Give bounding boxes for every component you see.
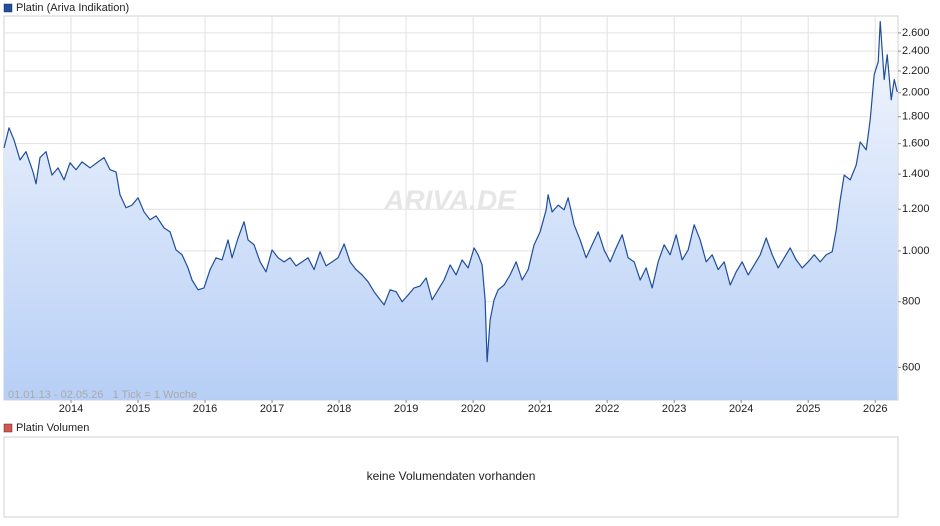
watermark: ARIVA.DE <box>383 184 517 215</box>
x-tick-label: 2018 <box>327 403 351 415</box>
y-tick-label: 2.400 <box>902 45 930 57</box>
y-tick-label: 2.000 <box>902 87 930 99</box>
footnote: 01.01.13 - 02.05.26 1 Tick = 1 Woche <box>8 389 197 401</box>
x-tick-label: 2016 <box>193 403 217 415</box>
volume-legend-label: Platin Volumen <box>16 422 89 434</box>
x-tick-label: 2020 <box>461 403 485 415</box>
x-tick-label: 2021 <box>528 403 552 415</box>
volume-panel <box>3 436 899 518</box>
x-tick-label: 2023 <box>662 403 686 415</box>
y-tick-label: 1.800 <box>902 111 930 123</box>
x-tick-label: 2017 <box>260 403 284 415</box>
y-tick-label: 800 <box>902 296 920 308</box>
x-tick-label: 2015 <box>126 403 150 415</box>
legend-label: Platin (Ariva Indikation) <box>16 2 129 14</box>
area <box>4 21 898 401</box>
x-tick-label: 2025 <box>796 403 820 415</box>
y-tick-label: 1.600 <box>902 138 930 150</box>
x-tick-label: 2026 <box>863 403 887 415</box>
x-tick-label: 2022 <box>595 403 619 415</box>
line <box>3 21 898 363</box>
volume-legend-swatch <box>3 423 13 433</box>
marks <box>3 21 898 401</box>
legend-swatch <box>3 3 13 13</box>
y-tick-label: 1.200 <box>902 203 930 215</box>
y-tick-label: 2.200 <box>902 65 930 77</box>
x-tick-label: 2019 <box>394 403 418 415</box>
y-tick-label: 2.600 <box>902 27 930 39</box>
y-tick-label: 1.400 <box>902 168 930 180</box>
volume-message: keine Volumendaten vorhanden <box>367 469 536 483</box>
x-tick-label: 2024 <box>729 403 753 415</box>
y-tick-label: 1.000 <box>902 245 930 257</box>
x-tick-label: 2014 <box>59 403 83 415</box>
y-tick-label: 600 <box>902 361 920 373</box>
